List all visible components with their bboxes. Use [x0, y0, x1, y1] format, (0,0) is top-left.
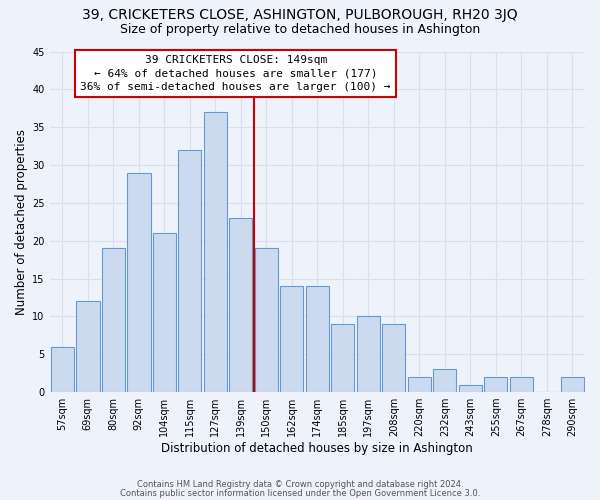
- Text: Contains public sector information licensed under the Open Government Licence 3.: Contains public sector information licen…: [120, 488, 480, 498]
- Text: Size of property relative to detached houses in Ashington: Size of property relative to detached ho…: [120, 24, 480, 36]
- Bar: [152, 233, 176, 392]
- Bar: [560, 377, 584, 392]
- Text: 39 CRICKETERS CLOSE: 149sqm
← 64% of detached houses are smaller (177)
36% of se: 39 CRICKETERS CLOSE: 149sqm ← 64% of det…: [80, 56, 391, 92]
- Bar: [254, 248, 278, 392]
- Bar: [305, 286, 329, 392]
- Bar: [101, 248, 125, 392]
- Bar: [178, 150, 202, 392]
- Bar: [382, 324, 406, 392]
- Bar: [203, 112, 227, 392]
- Bar: [458, 384, 482, 392]
- Bar: [331, 324, 355, 392]
- Bar: [50, 346, 74, 392]
- X-axis label: Distribution of detached houses by size in Ashington: Distribution of detached houses by size …: [161, 442, 473, 455]
- Bar: [127, 172, 151, 392]
- Y-axis label: Number of detached properties: Number of detached properties: [15, 129, 28, 315]
- Bar: [76, 302, 100, 392]
- Bar: [407, 377, 431, 392]
- Bar: [229, 218, 253, 392]
- Bar: [433, 370, 457, 392]
- Bar: [356, 316, 380, 392]
- Bar: [509, 377, 533, 392]
- Text: Contains HM Land Registry data © Crown copyright and database right 2024.: Contains HM Land Registry data © Crown c…: [137, 480, 463, 489]
- Bar: [484, 377, 508, 392]
- Text: 39, CRICKETERS CLOSE, ASHINGTON, PULBOROUGH, RH20 3JQ: 39, CRICKETERS CLOSE, ASHINGTON, PULBORO…: [82, 8, 518, 22]
- Bar: [280, 286, 304, 392]
